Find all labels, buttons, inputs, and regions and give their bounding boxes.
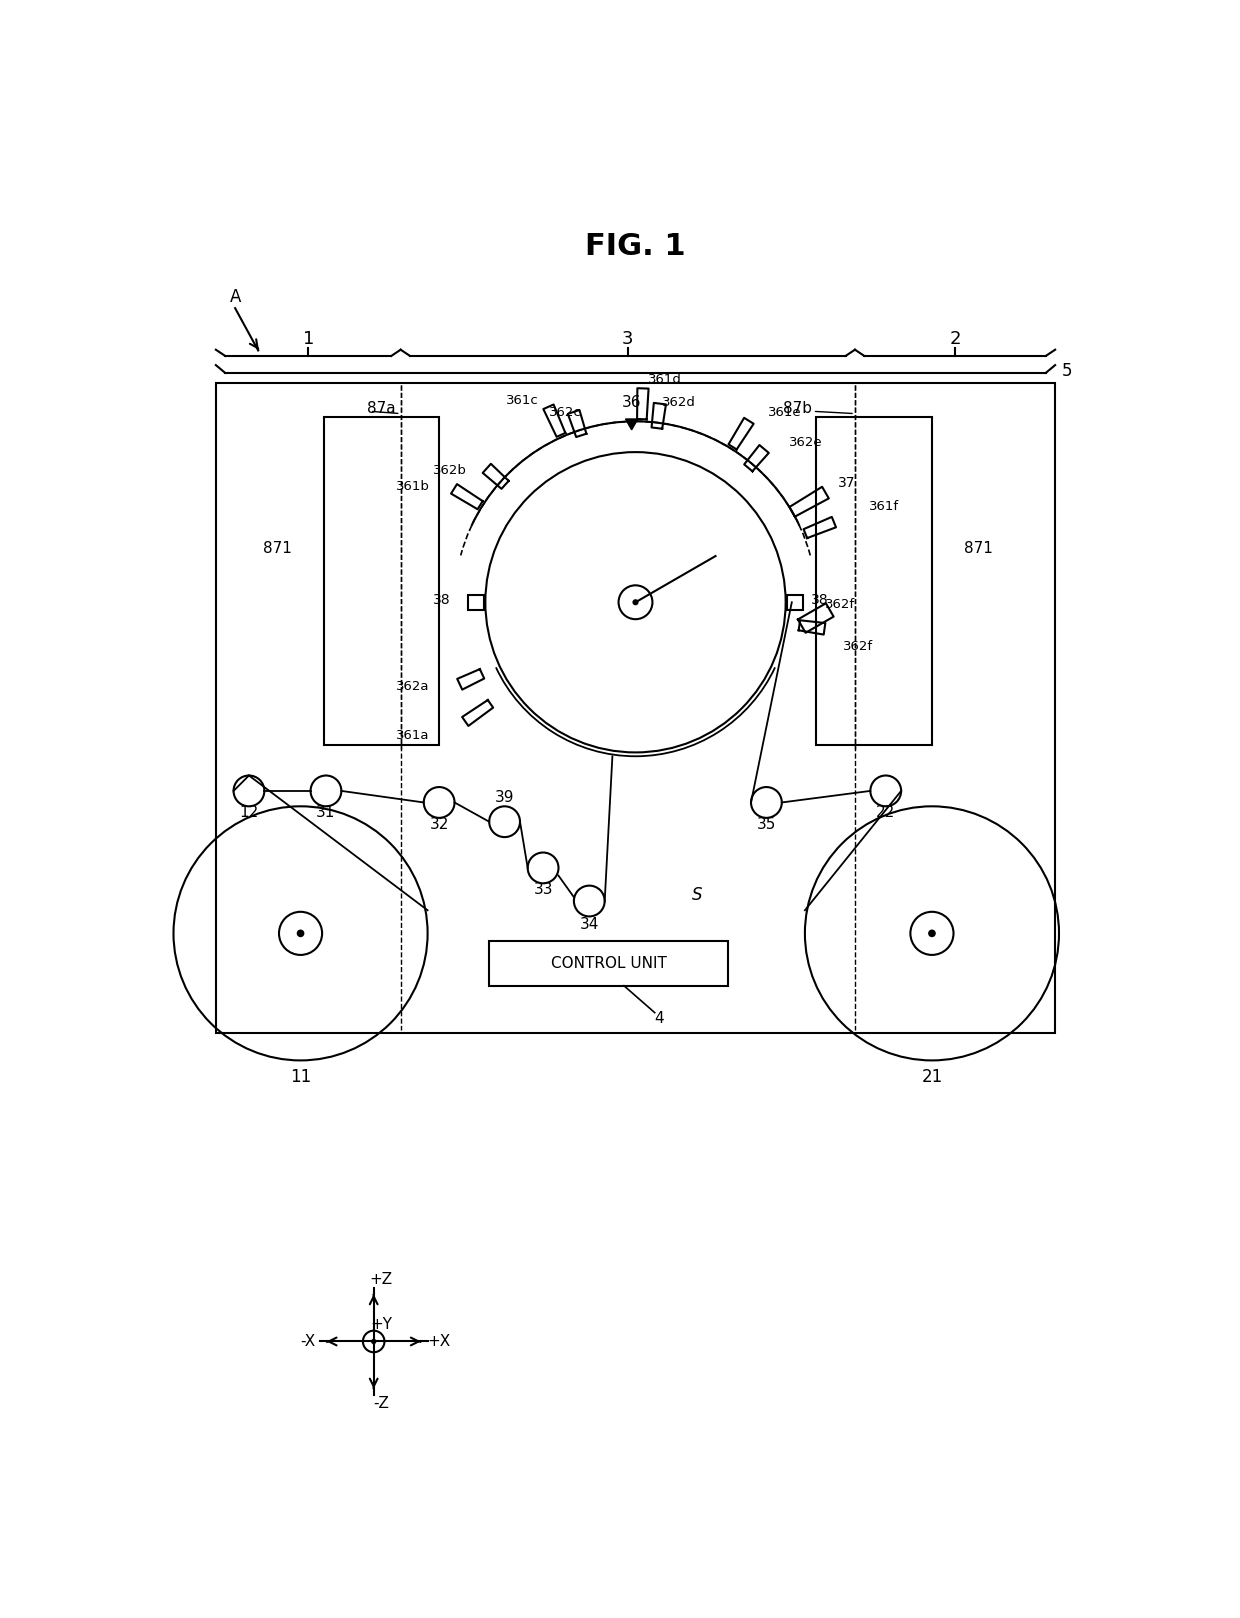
- Circle shape: [296, 929, 304, 937]
- Text: -X: -X: [300, 1333, 316, 1349]
- Text: 35: 35: [756, 817, 776, 832]
- Bar: [490, 942, 728, 985]
- Text: 871: 871: [963, 540, 992, 557]
- Text: 361d: 361d: [649, 372, 682, 385]
- Text: CONTROL UNIT: CONTROL UNIT: [551, 956, 666, 971]
- Text: +Y: +Y: [371, 1317, 392, 1332]
- Text: 87a: 87a: [367, 401, 396, 416]
- Text: +Z: +Z: [370, 1272, 393, 1286]
- Text: 5: 5: [1061, 362, 1071, 380]
- Text: 871: 871: [263, 540, 291, 557]
- Text: 34: 34: [579, 917, 599, 932]
- Text: 37: 37: [838, 476, 856, 490]
- Bar: [469, 594, 484, 610]
- Text: 362f: 362f: [842, 639, 873, 652]
- Text: 39: 39: [495, 790, 515, 804]
- Text: 362d: 362d: [662, 396, 696, 409]
- Text: 38: 38: [811, 592, 828, 607]
- Text: 38: 38: [433, 592, 450, 607]
- Text: 362e: 362e: [789, 435, 822, 448]
- Bar: [787, 594, 802, 610]
- Text: 11: 11: [290, 1068, 311, 1086]
- Text: 21: 21: [921, 1068, 942, 1086]
- Text: 361e: 361e: [768, 406, 802, 419]
- Bar: [816, 417, 932, 744]
- Polygon shape: [625, 419, 637, 430]
- Text: 87b: 87b: [782, 401, 812, 416]
- Text: 3: 3: [622, 330, 634, 348]
- Text: S: S: [692, 887, 702, 904]
- Text: 4: 4: [653, 1011, 663, 1026]
- Text: 361f: 361f: [869, 500, 899, 513]
- Text: 362b: 362b: [433, 464, 466, 477]
- Text: 33: 33: [533, 882, 553, 896]
- Text: A: A: [229, 288, 241, 306]
- Text: 362f: 362f: [826, 597, 856, 610]
- Text: 36: 36: [622, 395, 641, 409]
- Text: 22: 22: [877, 806, 895, 820]
- Text: 362a: 362a: [396, 680, 429, 693]
- Text: 32: 32: [429, 817, 449, 832]
- Circle shape: [632, 599, 639, 605]
- Circle shape: [371, 1338, 377, 1345]
- Text: +X: +X: [428, 1333, 451, 1349]
- Text: FIG. 1: FIG. 1: [585, 231, 686, 260]
- Text: -Z: -Z: [373, 1396, 389, 1411]
- Text: 12: 12: [239, 806, 259, 820]
- Text: 1: 1: [303, 330, 314, 348]
- Bar: [324, 417, 439, 744]
- Text: 2: 2: [950, 330, 961, 348]
- Bar: [216, 383, 1055, 1034]
- Text: 361c: 361c: [506, 393, 538, 408]
- Text: 31: 31: [316, 806, 336, 820]
- Circle shape: [928, 929, 936, 937]
- Text: 361a: 361a: [396, 728, 429, 741]
- Text: 362c: 362c: [549, 406, 582, 419]
- Text: 361b: 361b: [396, 479, 429, 492]
